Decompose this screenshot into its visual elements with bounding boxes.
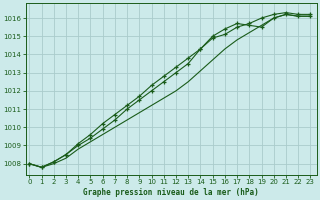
X-axis label: Graphe pression niveau de la mer (hPa): Graphe pression niveau de la mer (hPa) (83, 188, 259, 197)
